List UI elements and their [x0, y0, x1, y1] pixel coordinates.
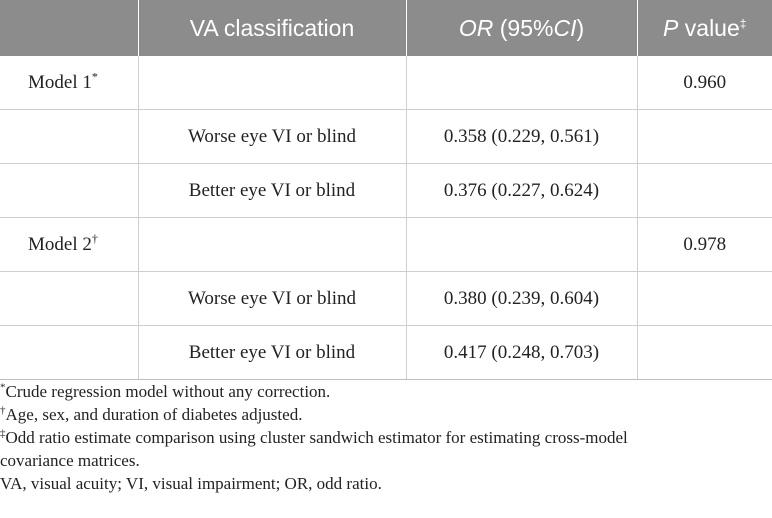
table-body: Model 1* 0.960 Worse eye VI or blind 0.3… — [0, 56, 772, 380]
p-value-cell — [636, 163, 772, 218]
table-row: Worse eye VI or blind 0.380 (0.239, 0.60… — [0, 271, 772, 326]
or-cell: 0.380 (0.239, 0.604) — [405, 271, 638, 326]
header-p-value: P value‡ — [636, 0, 772, 56]
footnote-abbreviations: VA, visual acuity; VI, visual impairment… — [0, 474, 382, 493]
header-model — [0, 0, 139, 56]
footnote-comparison-continued: covariance matrices. — [0, 451, 140, 470]
classification-cell: Better eye VI or blind — [137, 325, 407, 380]
header-va-classification: VA classification — [137, 0, 407, 56]
table-footnotes: *Crude regression model without any corr… — [0, 380, 772, 495]
model-cell: Model 1* — [0, 56, 139, 110]
or-cell — [405, 217, 638, 272]
model-footnote-mark: † — [91, 231, 98, 246]
table-row: Model 2† 0.978 — [0, 217, 772, 272]
footnote-text: Crude regression model without any corre… — [5, 382, 331, 401]
results-table: VA classification OR (95%CI) P value‡ Mo… — [0, 0, 772, 380]
header-p-rest: value — [678, 14, 740, 41]
or-cell: 0.417 (0.248, 0.703) — [405, 325, 638, 380]
header-p-italic: P — [663, 14, 679, 41]
header-or-ci: OR (95%CI) — [405, 0, 638, 56]
p-value-cell: 0.960 — [636, 56, 772, 110]
classification-cell — [137, 56, 407, 110]
footnote-comparison: ‡Odd ratio estimate comparison using clu… — [0, 426, 772, 449]
table-header: VA classification OR (95%CI) P value‡ — [0, 0, 772, 56]
table-row: Worse eye VI or blind 0.358 (0.229, 0.56… — [0, 109, 772, 164]
model-cell — [0, 109, 139, 164]
footnote-text: Age, sex, and duration of diabetes adjus… — [5, 405, 303, 424]
table-row: Better eye VI or blind 0.376 (0.227, 0.6… — [0, 163, 772, 218]
classification-cell: Better eye VI or blind — [137, 163, 407, 218]
table-row: Better eye VI or blind 0.417 (0.248, 0.7… — [0, 325, 772, 380]
model-cell: Model 2† — [0, 217, 139, 272]
model-cell — [0, 163, 139, 218]
header-ci-italic: CI — [553, 14, 577, 41]
or-cell — [405, 56, 638, 110]
model-cell — [0, 271, 139, 326]
footnote-text: Odd ratio estimate comparison using clus… — [5, 428, 628, 447]
footnote-crude-model: *Crude regression model without any corr… — [0, 380, 772, 403]
model-label: Model 2 — [28, 233, 92, 255]
footnote-mark: ‡ — [0, 427, 6, 440]
header-row: VA classification OR (95%CI) P value‡ — [0, 0, 772, 56]
p-value-cell: 0.978 — [636, 217, 772, 272]
or-cell: 0.358 (0.229, 0.561) — [405, 109, 638, 164]
classification-cell: Worse eye VI or blind — [137, 271, 407, 326]
header-p-footnote-mark: ‡ — [739, 15, 747, 30]
model-footnote-mark: * — [91, 69, 98, 84]
footnote-mark: * — [0, 381, 6, 394]
footnote-adjusted-model: †Age, sex, and duration of diabetes adju… — [0, 403, 772, 426]
header-or-paren: (95% — [493, 14, 554, 41]
header-or-italic: OR — [458, 14, 494, 41]
p-value-cell — [636, 325, 772, 380]
classification-cell — [137, 217, 407, 272]
p-value-cell — [636, 109, 772, 164]
model-cell — [0, 325, 139, 380]
footnote-mark: † — [0, 404, 6, 417]
model-label: Model 1 — [28, 71, 92, 93]
classification-cell: Worse eye VI or blind — [137, 109, 407, 164]
header-or-close: ) — [576, 14, 585, 41]
table-row: Model 1* 0.960 — [0, 56, 772, 110]
or-cell: 0.376 (0.227, 0.624) — [405, 163, 638, 218]
p-value-cell — [636, 271, 772, 326]
